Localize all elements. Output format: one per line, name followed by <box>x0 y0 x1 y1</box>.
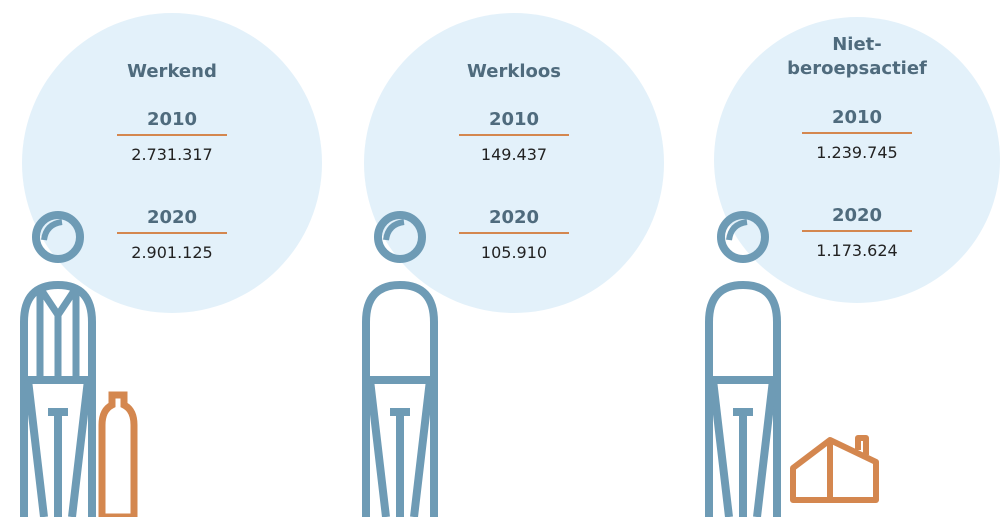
year: 2010 <box>831 107 883 128</box>
divider <box>459 134 569 136</box>
panel-title: Werkloos <box>467 61 561 82</box>
house-icon <box>790 435 879 503</box>
year: 2010 <box>146 109 198 130</box>
circle <box>364 13 664 313</box>
person-worker <box>24 215 138 517</box>
value: 1.239.745 <box>816 143 898 162</box>
year: 2020 <box>146 207 198 228</box>
circle <box>714 17 1000 303</box>
year: 2020 <box>488 207 540 228</box>
divider <box>459 232 569 234</box>
panel-title: Niet-beroepsactief <box>787 34 927 79</box>
year: 2010 <box>488 109 540 130</box>
value: 2.901.125 <box>131 243 213 262</box>
divider <box>802 230 912 232</box>
value: 105.910 <box>480 243 548 262</box>
divider <box>117 134 227 136</box>
divider <box>117 232 227 234</box>
divider <box>802 132 912 134</box>
value: 1.173.624 <box>816 241 898 260</box>
year: 2020 <box>831 205 883 226</box>
panel-title: Werkend <box>127 61 217 82</box>
circle <box>22 13 322 313</box>
value: 149.437 <box>480 145 548 164</box>
value: 2.731.317 <box>131 145 213 164</box>
